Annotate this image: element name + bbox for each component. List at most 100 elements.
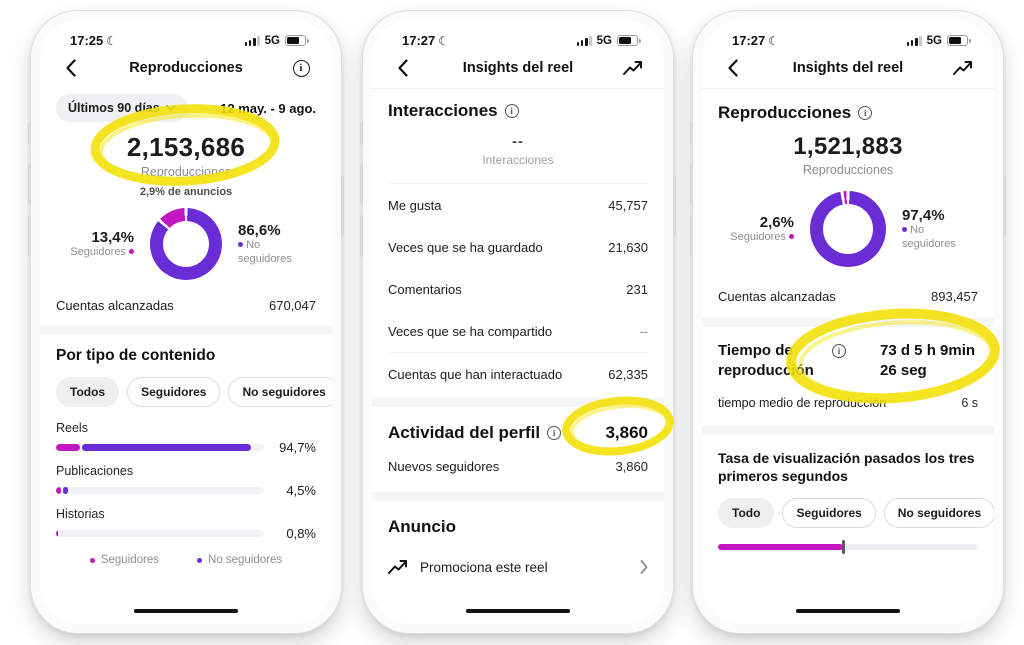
- screen-reproducciones: 17:25 ☾ 5G Reproducciones i: [40, 20, 332, 624]
- tab-todos[interactable]: Todos: [56, 377, 120, 407]
- tab-seguidores[interactable]: Seguidores: [127, 377, 221, 407]
- followers-pct: 2,6%: [759, 213, 794, 231]
- share-insights-button[interactable]: [952, 60, 974, 76]
- home-indicator[interactable]: [466, 608, 570, 613]
- compartido-label: Veces que se ha compartido: [388, 323, 553, 339]
- reel-plays-label: Reproducciones: [802, 163, 894, 177]
- reached-accounts-value: 670,047: [269, 298, 316, 313]
- avg-watch-time-value: 6 s: [961, 395, 978, 410]
- legend-nonfollowers-dot: [197, 557, 203, 563]
- promote-reel-button[interactable]: Promociona este reel: [388, 545, 648, 589]
- view-rate-fill: [718, 544, 843, 551]
- info-icon: i: [292, 59, 310, 77]
- date-filter-label: Últimos 90 días: [68, 101, 160, 115]
- view-rate-thumb[interactable]: [841, 540, 845, 555]
- phone-right: 17:27 ☾ 5G Insights del reel: [690, 10, 1006, 634]
- bar-historias-label: Historias: [56, 507, 105, 521]
- reached-accounts-row: Cuentas alcanzadas 670,047: [56, 286, 316, 325]
- home-indicator[interactable]: [796, 608, 900, 613]
- page-title: Insights del reel: [462, 60, 574, 76]
- tab-seguidores[interactable]: Seguidores: [782, 498, 876, 529]
- clock: 17:25 ☾: [70, 33, 118, 48]
- info-icon[interactable]: i: [547, 426, 562, 440]
- new-followers-row: Nuevos seguidores 3,860: [388, 447, 648, 492]
- tab-no-seguidores[interactable]: No seguidores: [883, 498, 994, 529]
- bar-publicaciones-nonfollowers-seg: [62, 487, 68, 494]
- bar-legend: Seguidores No seguidores: [56, 554, 316, 566]
- total-plays: 2,153,686 Reproducciones 2,9% de anuncio…: [56, 132, 316, 198]
- moon-icon: ☾: [768, 33, 780, 48]
- back-button[interactable]: [60, 59, 82, 77]
- bar-reels-track: [56, 444, 264, 451]
- reel-plays-value: 1,521,883: [793, 133, 903, 160]
- action-button: [690, 121, 693, 145]
- watch-time-title: Tiempo de reproducción: [718, 342, 814, 379]
- followers-label: Seguidores: [70, 245, 126, 258]
- interactions-list: Me gusta 45,757 Veces que se ha guardado…: [388, 184, 648, 352]
- bar-publicaciones-pct: 4,5%: [286, 483, 316, 498]
- followers-pct: 13,4%: [91, 228, 134, 246]
- clock: 17:27 ☾: [402, 33, 450, 48]
- reached-accounts-label: Cuentas alcanzadas: [56, 298, 174, 313]
- bar-reels-label: Reels: [56, 421, 88, 435]
- section-divider: [372, 492, 664, 501]
- tab-todo[interactable]: Todo: [718, 498, 775, 529]
- list-item: Me gusta 45,757: [388, 184, 648, 226]
- info-button[interactable]: i: [290, 59, 312, 77]
- back-button[interactable]: [722, 59, 744, 77]
- interactions-empty-label: Interacciones: [482, 153, 554, 167]
- signal-icon: [244, 35, 260, 46]
- me-gusta-label: Me gusta: [388, 197, 442, 213]
- legend-nonfollowers-label: No seguidores: [208, 554, 283, 566]
- chevron-right-icon: [640, 560, 648, 574]
- screen-reel-insights-interactions: 17:27 ☾ 5G Insights del reel: [372, 20, 664, 624]
- watch-time-value: 73 d 5 h 9min 26 seg: [880, 342, 976, 380]
- reel-plays: 1,521,883 Reproducciones: [718, 133, 978, 177]
- tab-no-seguidores[interactable]: No seguidores: [228, 377, 332, 407]
- list-item: Veces que se ha compartido --: [388, 310, 648, 352]
- total-plays-value: 2,153,686: [126, 132, 246, 162]
- info-icon[interactable]: i: [858, 106, 873, 120]
- non-followers-dot: [902, 227, 907, 233]
- view-rate-slider[interactable]: [718, 540, 978, 555]
- plays-title: Reproducciones: [718, 103, 852, 122]
- info-icon[interactable]: i: [832, 344, 846, 358]
- content-type-title: Por tipo de contenido: [56, 347, 216, 364]
- divider: [388, 352, 648, 353]
- back-button[interactable]: [392, 59, 414, 77]
- comentarios-label: Comentarios: [388, 281, 462, 297]
- bar-reels: Reels 94,7%: [56, 421, 316, 455]
- clock: 17:27 ☾: [732, 33, 780, 48]
- info-icon[interactable]: i: [504, 104, 519, 118]
- interactions-title-row: Interacciones i: [388, 89, 648, 121]
- home-indicator[interactable]: [134, 608, 238, 613]
- network-label: 5G: [926, 34, 942, 47]
- nav-bar: Insights del reel: [702, 50, 994, 89]
- profile-activity-total: 3,860: [605, 423, 648, 442]
- bar-publicaciones-label: Publicaciones: [56, 464, 134, 478]
- non-followers-pct: 97,4%: [902, 206, 945, 224]
- list-item: Veces que se ha guardado 21,630: [388, 226, 648, 268]
- promote-reel-label: Promociona este reel: [420, 559, 548, 575]
- share-insights-button[interactable]: [622, 60, 644, 76]
- followers-split-chart: 13,4% Seguidores 86,6% No seguidores: [56, 208, 316, 280]
- interactions-title: Interacciones: [388, 101, 498, 120]
- guardado-label: Veces que se ha guardado: [388, 239, 543, 255]
- followers-split-chart: 2,6% Seguidores 97,4% No seguidores: [718, 191, 978, 267]
- trending-arrow-icon: [388, 560, 407, 574]
- interacted-accounts-value: 62,335: [608, 367, 648, 382]
- avg-watch-time-label: tiempo medio de reproducción: [718, 395, 887, 410]
- guardado-value: 21,630: [608, 239, 648, 255]
- interactions-empty-value: --: [512, 133, 524, 150]
- legend-followers-label: Seguidores: [100, 554, 160, 566]
- bar-historias-track: [56, 530, 264, 537]
- watch-time-row: Tiempo de reproducción i 73 d 5 h 9min 2…: [718, 327, 978, 388]
- reached-accounts-row: Cuentas alcanzadas 893,457: [718, 273, 978, 318]
- moon-icon: ☾: [438, 33, 450, 48]
- date-filter-dropdown[interactable]: Últimos 90 días: [56, 94, 188, 122]
- battery-icon: [947, 35, 971, 46]
- section-divider: [702, 425, 994, 435]
- me-gusta-value: 45,757: [608, 197, 648, 213]
- followers-label: Seguidores: [730, 230, 786, 243]
